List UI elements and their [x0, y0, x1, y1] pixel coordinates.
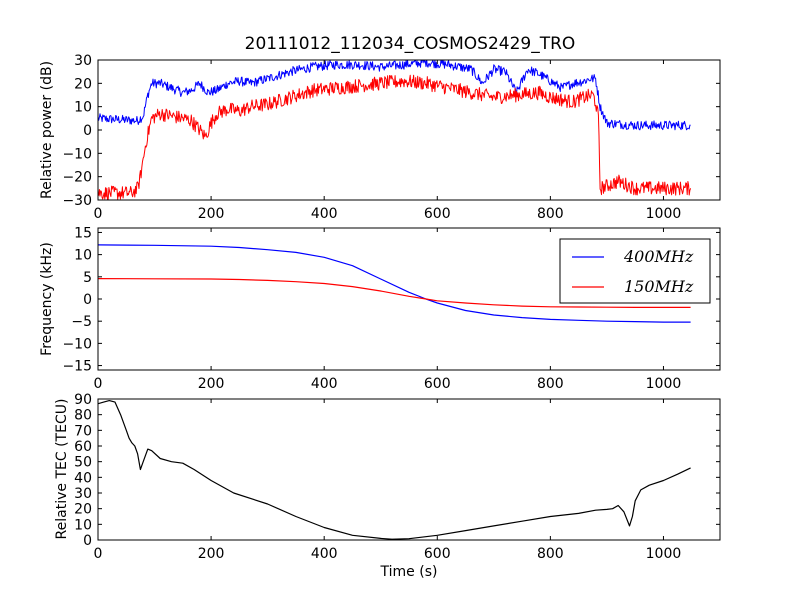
- frequency-panel: Frequency (kHz) 0 200 400 600 800 1000151050−…: [39, 225, 721, 392]
- frequency-y-tick-label: −10: [62, 336, 92, 352]
- power-series-0: [98, 60, 691, 131]
- frequency-plot-area: [98, 244, 691, 323]
- power-y-tick-label: 20: [74, 76, 92, 92]
- legend-label-150mhz: 150MHz: [624, 277, 694, 296]
- power-y-tick-label: −30: [62, 193, 92, 209]
- tec-y-axis-label: Relative TEC (TECU): [54, 399, 70, 540]
- tec-plot-area: [98, 400, 691, 540]
- frequency-x-tick-label: 0: [94, 376, 103, 392]
- power-panel: Relative power (dB) 0 200 400 600 800 1000302…: [39, 53, 721, 222]
- tec-series-0: [98, 400, 691, 540]
- power-series-1: [98, 74, 692, 200]
- frequency-x-tick-label: 200: [198, 376, 225, 392]
- frequency-y-axis-label: Frequency (kHz): [39, 242, 55, 356]
- power-x-tick-label: 200: [198, 206, 225, 222]
- tec-y-tick-label: 90: [74, 392, 92, 408]
- tec-y-tick-label: 10: [74, 517, 92, 533]
- frequency-x-tick-label: 800: [537, 376, 564, 392]
- tec-x-tick-label: 1000: [646, 546, 682, 562]
- tec-y-tick-label: 80: [74, 408, 92, 424]
- tec-x-tick-label: 200: [198, 546, 225, 562]
- tec-x-tick-label: 600: [424, 546, 451, 562]
- frequency-y-tick-label: 15: [74, 225, 92, 241]
- tec-y-tick-label: 50: [74, 455, 92, 471]
- power-y-tick-label: 10: [74, 100, 92, 116]
- power-x-tick-label: 600: [424, 206, 451, 222]
- frequency-y-tick-label: 10: [74, 248, 92, 264]
- power-x-tick-label: 1000: [646, 206, 682, 222]
- tec-y-tick-label: 0: [83, 533, 92, 549]
- power-plot-area: [98, 60, 692, 200]
- frequency-y-tick-label: −15: [62, 359, 92, 375]
- tec-y-tick-label: 40: [74, 470, 92, 486]
- tec-x-tick-label: 800: [537, 546, 564, 562]
- frequency-x-tick-label: 1000: [646, 376, 682, 392]
- tec-axes-frame: [97, 398, 721, 541]
- power-y-tick-label: −20: [62, 170, 92, 186]
- power-y-tick-label: 30: [74, 53, 92, 69]
- tec-x-tick-label: 400: [311, 546, 338, 562]
- legend-label-400mhz: 400MHz: [623, 247, 694, 266]
- tec-panel: Relative TEC (TECU) Time (s) 0 200 400 600 8…: [54, 392, 721, 580]
- frequency-x-tick-label: 400: [311, 376, 338, 392]
- power-y-tick-label: −10: [62, 146, 92, 162]
- tec-y-tick-label: 70: [74, 423, 92, 439]
- tec-x-tick-label: 0: [94, 546, 103, 562]
- tec-y-tick-label: 30: [74, 486, 92, 502]
- frequency-series-1: [98, 278, 691, 308]
- power-x-tick-label: 800: [537, 206, 564, 222]
- power-x-tick-label: 0: [94, 206, 103, 222]
- frequency-y-tick-label: 5: [83, 270, 92, 286]
- power-y-tick-label: 0: [83, 123, 92, 139]
- power-axes-frame: [97, 59, 721, 201]
- frequency-y-tick-label: −5: [71, 314, 92, 330]
- frequency-axes-frame: [97, 227, 721, 371]
- time-x-axis-label: Time (s): [380, 564, 438, 580]
- power-x-tick-label: 400: [311, 206, 338, 222]
- frequency-y-tick-label: 0: [83, 292, 92, 308]
- frequency-legend: 400MHz 150MHz: [559, 238, 711, 304]
- frequency-x-tick-label: 600: [424, 376, 451, 392]
- tec-y-tick-label: 20: [74, 502, 92, 518]
- chart-title: 20111012_112034_COSMOS2429_TRO: [245, 34, 576, 54]
- legend-box: [559, 238, 711, 304]
- tec-y-tick-label: 60: [74, 439, 92, 455]
- power-y-axis-label: Relative power (dB): [39, 61, 55, 199]
